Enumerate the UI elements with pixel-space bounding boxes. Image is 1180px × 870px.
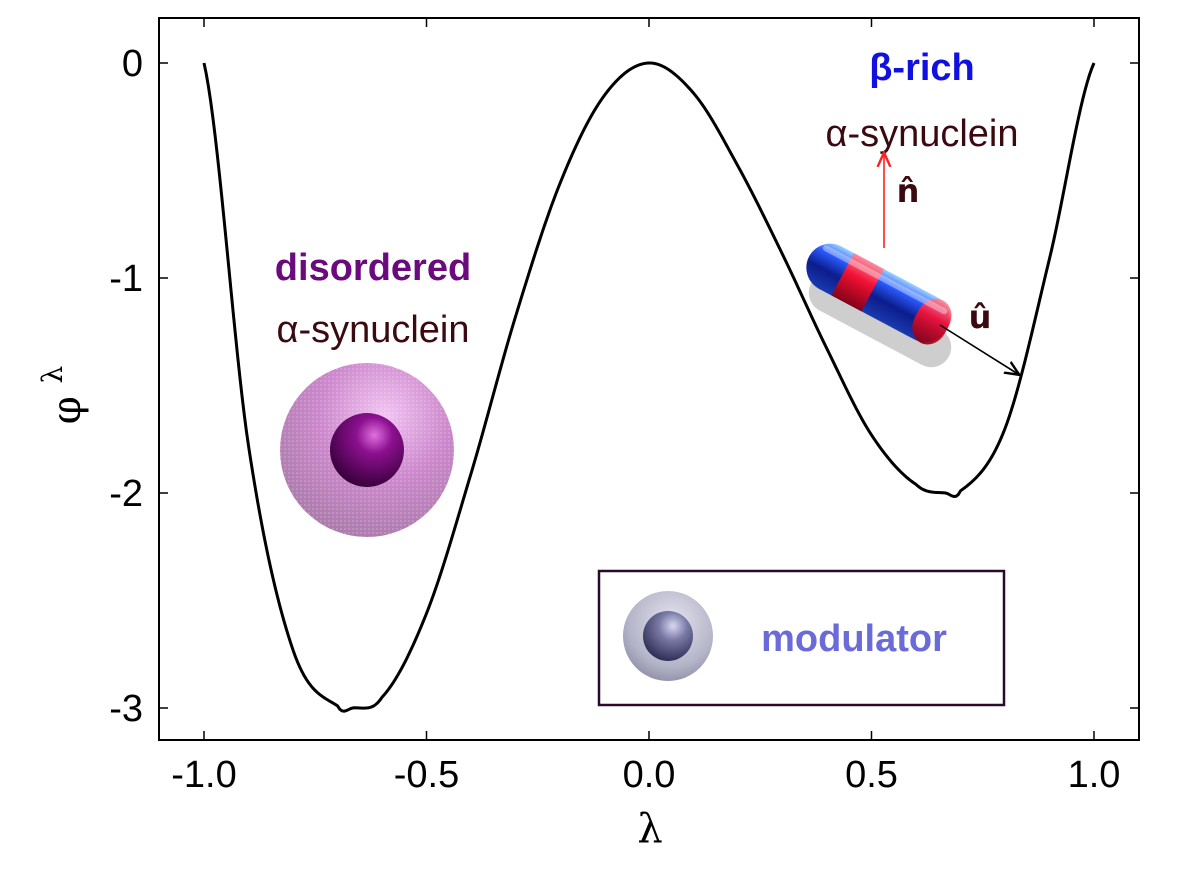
y-axis-label: φ λ bbox=[36, 366, 90, 424]
beta-rich-rod bbox=[806, 243, 952, 368]
disordered-protein-sphere bbox=[280, 363, 454, 537]
beta-rich-subtitle: α-synuclein bbox=[825, 113, 1018, 155]
y-axis-label-superscript: λ bbox=[36, 366, 69, 384]
legend-box: modulator bbox=[597, 569, 1006, 707]
n-vector-label: n̂ bbox=[897, 172, 920, 210]
y-tick-label: -1 bbox=[109, 258, 143, 300]
legend-label-modulator: modulator bbox=[761, 618, 947, 660]
x-tick-label: -0.5 bbox=[394, 754, 459, 796]
potential-curve bbox=[202, 61, 1096, 713]
x-axis-label: λ bbox=[637, 806, 662, 852]
disordered-subtitle: α-synuclein bbox=[276, 309, 469, 351]
beta-rich-label: β-rich bbox=[869, 47, 975, 89]
x-tick-label: -1.0 bbox=[171, 754, 236, 796]
x-tick-label: 0.0 bbox=[623, 754, 676, 796]
y-axis-ticks: 0 -1 -2 -3 bbox=[109, 43, 1139, 730]
svg-text:φ λ: φ λ bbox=[36, 366, 90, 424]
u-vector-label: û bbox=[969, 298, 992, 336]
x-tick-label: 0.5 bbox=[845, 754, 898, 796]
x-tick-label: 1.0 bbox=[1068, 754, 1121, 796]
u-vector-arrow bbox=[939, 324, 1018, 374]
x-axis-ticks: -1.0 -0.5 0.0 0.5 1.0 bbox=[171, 18, 1120, 796]
y-tick-label: 0 bbox=[122, 43, 143, 85]
y-tick-label: -2 bbox=[109, 473, 143, 515]
y-axis-label-main: φ bbox=[44, 396, 90, 424]
disordered-label: disordered bbox=[275, 247, 471, 289]
modulator-icon bbox=[623, 591, 713, 681]
y-tick-label: -3 bbox=[109, 688, 143, 730]
